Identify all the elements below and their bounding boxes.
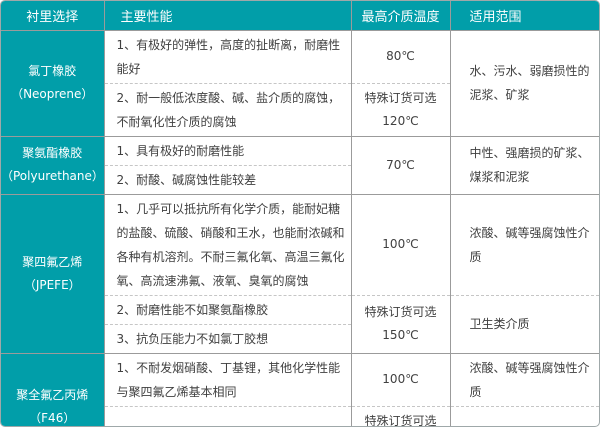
material-cell-f46: 聚全氟乙丙烯 （F46） xyxy=(1,352,104,426)
material-name-en: （Neoprene） xyxy=(11,87,94,101)
performance-cell: 2、耐一般低浓度酸、碱、盐介质的腐蚀，不耐氧化性介质的腐蚀 xyxy=(103,82,351,136)
header-lining: 衬里选择 xyxy=(1,1,104,30)
table-row: 2、耐酸、碱腐蚀性能较差 xyxy=(1,164,599,194)
material-name: 聚氨酯橡胶 xyxy=(22,146,83,160)
temperature-cell: 特殊订货可选 120℃ xyxy=(350,82,450,136)
table-row: 聚全氟乙丙烯 （F46） 1、不耐发烟硝酸、丁基锂，其他化学性能与聚四氟乙烯基本… xyxy=(1,352,599,426)
table-row: 2、抗负压能力高于聚四氟乙烯 特殊订货可选 150℃ 卫生类介质 xyxy=(1,405,599,426)
material-name-en: （JPEFE） xyxy=(23,277,81,292)
performance-cell: 1、具有极好的耐磨性能 xyxy=(103,135,351,165)
table-row: 氯丁橡胶 （Neoprene） 1、有极好的弹性，高度的扯断离，耐磨性能好 80… xyxy=(1,29,599,136)
table-row: 2、耐一般低浓度酸、碱、盐介质的腐蚀，不耐氧化性介质的腐蚀 特殊订货可选 120… xyxy=(1,82,599,136)
header-performance: 主要性能 xyxy=(103,1,351,30)
material-name: 氯丁橡胶 xyxy=(28,64,77,78)
table-row: 2、耐磨性能不如聚氨酯橡胶 特殊订货可选 150℃ 卫生类介质 xyxy=(1,294,599,353)
scope-cell: 卫生类介质 xyxy=(449,405,599,426)
performance-cell: 2、耐磨性能不如聚氨酯橡胶 xyxy=(103,294,351,324)
material-name-en: （Polyurethane） xyxy=(1,169,104,183)
table-row: 聚氨酯橡胶 （Polyurethane） 1、具有极好的耐磨性能 70℃ 中性、… xyxy=(1,135,599,194)
performance-cell: 1、不耐发烟硝酸、丁基锂，其他化学性能与聚四氟乙烯基本相同 xyxy=(103,352,351,406)
performance-cell: 2、耐酸、碱腐蚀性能较差 xyxy=(103,164,351,194)
table-row: 聚四氟乙烯 （JPEFE） 1、几乎可以抵抗所有化学介质，能耐妃糖的盐酸、硫酸、… xyxy=(1,193,599,353)
temperature-cell: 100℃ xyxy=(350,193,450,295)
scope-cell: 卫生类介质 xyxy=(449,294,599,353)
scope-cell: 浓酸、碱等强腐蚀性介质 xyxy=(449,193,599,295)
temperature-cell: 80℃ xyxy=(350,29,450,83)
material-name: 聚全氟乙丙烯 xyxy=(16,387,89,402)
temperature-cell: 100℃ xyxy=(350,352,450,406)
material-name: 聚四氟乙烯 xyxy=(22,254,83,269)
material-cell-ptfe: 聚四氟乙烯 （JPEFE） xyxy=(1,193,104,353)
material-cell-neoprene: 氯丁橡胶 （Neoprene） xyxy=(1,29,104,136)
table-row: 3、抗负压能力不如氯丁胶想 xyxy=(1,323,599,353)
performance-cell: 1、有极好的弹性，高度的扯断离，耐磨性能好 xyxy=(103,29,351,83)
header-max-temp: 最高介质温度 xyxy=(350,1,450,30)
temperature-cell: 特殊订货可选 150℃ xyxy=(350,405,450,426)
performance-cell: 2、抗负压能力高于聚四氟乙烯 xyxy=(103,405,351,426)
scope-cell: 浓酸、碱等强腐蚀性介质 xyxy=(449,352,599,406)
table-header-row: 衬里选择 主要性能 最高介质温度 适用范围 xyxy=(1,1,599,30)
performance-cell: 3、抗负压能力不如氯丁胶想 xyxy=(103,323,351,353)
scope-cell: 水、污水、弱磨损性的泥浆、矿浆 xyxy=(449,29,599,136)
scope-cell: 中性、强磨损的矿浆、煤浆和泥浆 xyxy=(449,135,599,194)
material-cell-polyurethane: 聚氨酯橡胶 （Polyurethane） xyxy=(1,135,104,194)
material-name-en: （F46） xyxy=(29,410,76,425)
header-scope: 适用范围 xyxy=(449,1,599,30)
temperature-cell: 特殊订货可选 150℃ xyxy=(350,294,450,353)
performance-cell: 1、几乎可以抵抗所有化学介质，能耐妃糖的盐酸、硫酸、硝酸和王水，也能耐浓碱和各种… xyxy=(103,193,351,295)
temperature-cell: 70℃ xyxy=(350,135,450,194)
